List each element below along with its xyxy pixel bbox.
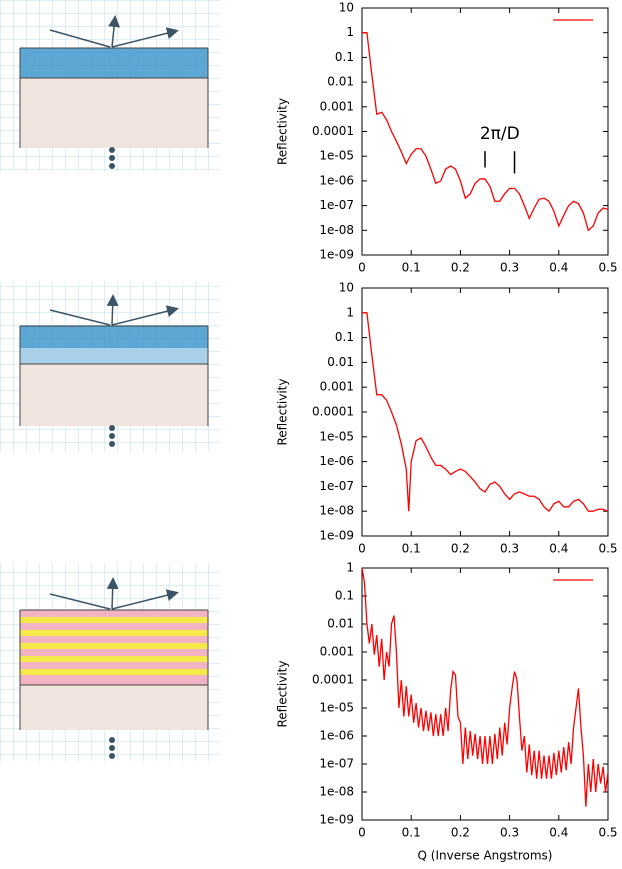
y-tick-label: 1e-06 [319,454,354,468]
y-tick-label: 1e-07 [319,757,354,771]
y-tick-label: 1e-07 [319,479,354,493]
y-tick-label: 1e-05 [319,149,354,163]
y-tick-label: 0.01 [327,355,354,369]
y-tick-label: 1 [346,561,354,575]
data-line [362,312,608,513]
y-tick-label: 1e-06 [319,729,354,743]
x-tick-label: 0.3 [500,261,519,275]
y-tick-label: 1 [346,25,354,39]
x-tick-label: 0.4 [549,826,568,840]
x-tick-label: 0 [358,826,366,840]
y-tick-label: 0.01 [327,75,354,89]
y-tick-label: 1e-06 [319,173,354,187]
y-tick-label: 0.0001 [312,673,354,687]
x-tick-label: 0.5 [598,826,617,840]
y-tick-label: 0.01 [327,617,354,631]
x-tick-label: 0.5 [598,542,617,556]
y-tick-label: 0.1 [335,50,354,64]
x-tick-label: 0.2 [451,826,470,840]
y-tick-label: 1e-05 [319,429,354,443]
x-tick-label: 0 [358,261,366,275]
y-tick-label: 0.0001 [312,124,354,138]
plot-frame [361,567,609,821]
x-tick-label: 0.1 [402,261,421,275]
x-axis-title: Q (Inverse Angstroms) [418,849,553,863]
x-tick-label: 0.1 [402,826,421,840]
y-tick-label: 0.1 [335,589,354,603]
y-tick-label: 1e-08 [319,223,354,237]
x-tick-label: 0.1 [402,542,421,556]
y-tick-label: 1e-05 [319,701,354,715]
data-line [362,32,608,232]
y-axis-title: Reflectivity [276,98,290,165]
y-tick-label: 10 [339,281,354,295]
x-tick-label: 0.2 [451,261,470,275]
y-tick-label: 1e-08 [319,785,354,799]
y-tick-label: 1e-09 [319,529,354,543]
y-tick-label: 0.001 [320,645,354,659]
sketch-single-layer [0,0,220,172]
x-tick-label: 0.3 [500,542,519,556]
sketch-graded-layer [0,282,220,452]
sketch-multilayer [0,563,220,761]
y-tick-label: 1 [346,305,354,319]
y-axis-title: Reflectivity [276,660,290,727]
y-tick-label: 0.0001 [312,405,354,419]
y-tick-label: 1e-07 [319,198,354,212]
y-tick-label: 1e-09 [319,248,354,262]
y-tick-label: 0.001 [320,380,354,394]
annotation: 2π/D [480,124,520,144]
y-axis-title: Reflectivity [276,378,290,445]
x-tick-label: 0.3 [500,826,519,840]
x-tick-label: 0 [358,542,366,556]
y-tick-label: 1e-08 [319,504,354,518]
x-tick-label: 0.4 [549,542,568,556]
x-tick-label: 0.2 [451,542,470,556]
y-tick-label: 1e-09 [319,813,354,827]
plot-frame [361,287,609,537]
y-tick-label: 0.001 [320,99,354,113]
x-tick-label: 0.4 [549,261,568,275]
y-tick-label: 0.1 [335,330,354,344]
x-tick-label: 0.5 [598,261,617,275]
data-line [362,568,608,807]
y-tick-label: 10 [339,1,354,15]
